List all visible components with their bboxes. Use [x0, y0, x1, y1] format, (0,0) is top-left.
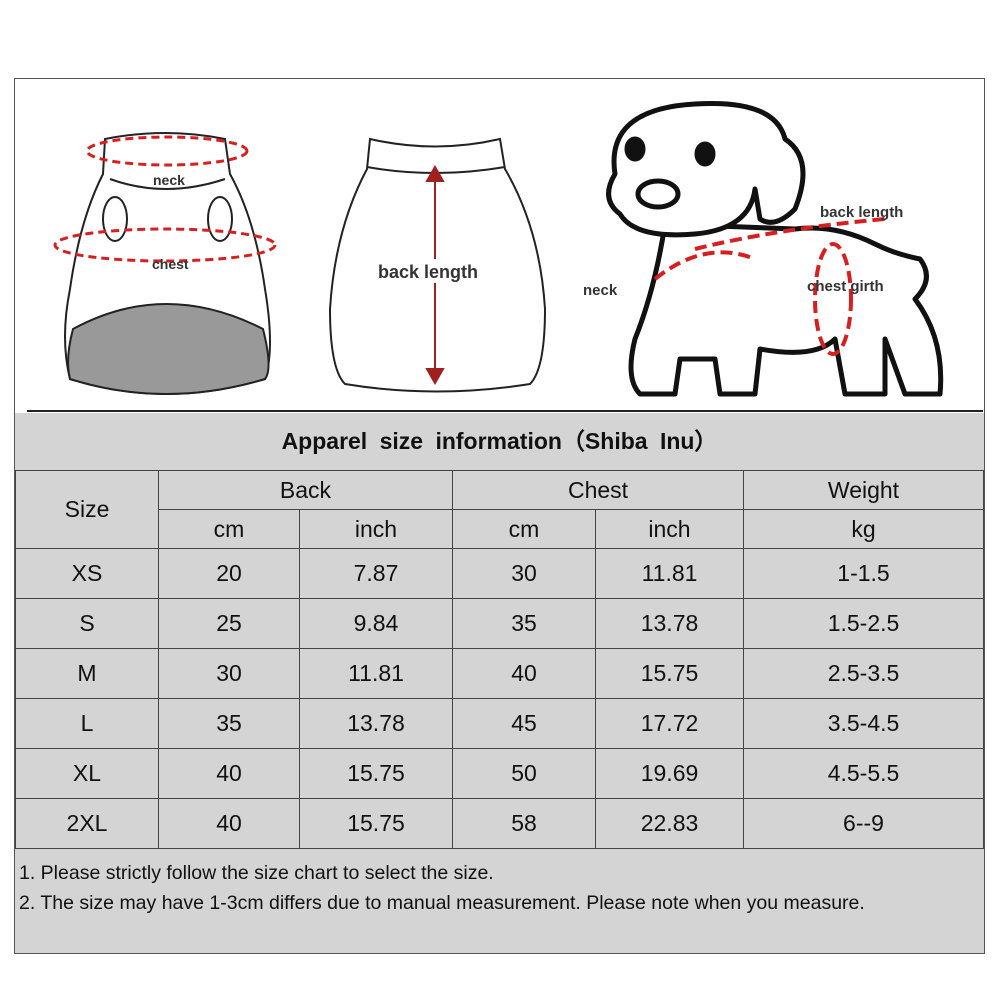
size-table: Size Back Chest Weight cm inch cm inch k… — [15, 470, 984, 849]
unit-chest-cm: cm — [452, 509, 596, 549]
note-2: 2. The size may have 1-3cm differs due t… — [19, 892, 865, 914]
dog-chest-girth-label: chest girth — [807, 278, 884, 295]
cell: 13.78 — [299, 698, 453, 749]
cell: 13.78 — [595, 598, 744, 649]
unit-chest-inch: inch — [595, 509, 744, 549]
vest-front-drawing — [64, 132, 271, 395]
cell: 40 — [452, 648, 596, 699]
table-row: XS 20 7.87 30 11.81 1-1.5 — [15, 548, 984, 599]
cell: 11.81 — [299, 648, 453, 699]
header-weight: Weight — [743, 470, 984, 510]
cell: 45 — [452, 698, 596, 749]
cell: 1.5-2.5 — [743, 598, 984, 649]
dog-back-length-label: back length — [820, 204, 903, 221]
cell: 15.75 — [299, 748, 453, 799]
cell: 15.75 — [299, 798, 453, 849]
header-size: Size — [15, 470, 159, 549]
table-row: M 30 11.81 40 15.75 2.5-3.5 — [15, 648, 984, 699]
cell: 6--9 — [743, 798, 984, 849]
vest-neck-label: neck — [153, 172, 185, 188]
table-row: XL 40 15.75 50 19.69 4.5-5.5 — [15, 748, 984, 799]
cell: 20 — [158, 548, 300, 599]
size-cell: L — [15, 698, 159, 749]
dog-drawing — [606, 100, 944, 397]
cell: 19.69 — [595, 748, 744, 799]
cell: 35 — [158, 698, 300, 749]
cell: 22.83 — [595, 798, 744, 849]
size-cell: S — [15, 598, 159, 649]
vest-front-arrows — [53, 135, 277, 263]
cell: 15.75 — [595, 648, 744, 699]
vest-back-length-label: back length — [378, 262, 478, 282]
cell: 58 — [452, 798, 596, 849]
size-cell: M — [15, 648, 159, 699]
unit-back-cm: cm — [158, 509, 300, 549]
divider — [27, 410, 983, 412]
table-row: 2XL 40 15.75 58 22.83 6--9 — [15, 798, 984, 849]
notes: 1. Please strictly follow the size chart… — [19, 858, 979, 918]
dog-neck-label: neck — [583, 282, 618, 299]
cell: 40 — [158, 748, 300, 799]
table-row: S 25 9.84 35 13.78 1.5-2.5 — [15, 598, 984, 649]
cell: 25 — [158, 598, 300, 649]
unit-weight-kg: kg — [743, 509, 984, 549]
dog-measure-lines — [653, 217, 886, 356]
size-cell: XS — [15, 548, 159, 599]
cell: 35 — [452, 598, 596, 649]
vest-chest-label: chest — [152, 256, 189, 272]
size-cell: 2XL — [15, 798, 159, 849]
cell: 3.5-4.5 — [743, 698, 984, 749]
measurement-illustration: neck chest back length back length neck … — [53, 100, 944, 397]
cell: 7.87 — [299, 548, 453, 599]
unit-back-inch: inch — [299, 509, 453, 549]
size-table-section: Apparel size information（Shiba Inu） Size… — [15, 413, 984, 953]
cell: 1-1.5 — [743, 548, 984, 599]
cell: 9.84 — [299, 598, 453, 649]
table-title: Apparel size information（Shiba Inu） — [281, 428, 718, 454]
cell: 11.81 — [595, 548, 744, 599]
cell: 2.5-3.5 — [743, 648, 984, 699]
size-chart-frame: neck chest back length back length neck … — [14, 78, 985, 954]
header-chest: Chest — [452, 470, 744, 510]
cell: 30 — [452, 548, 596, 599]
header-back: Back — [158, 470, 453, 510]
cell: 30 — [158, 648, 300, 699]
cell: 50 — [452, 748, 596, 799]
cell: 40 — [158, 798, 300, 849]
size-cell: XL — [15, 748, 159, 799]
cell: 4.5-5.5 — [743, 748, 984, 799]
note-1: 1. Please strictly follow the size chart… — [19, 862, 494, 884]
cell: 17.72 — [595, 698, 744, 749]
table-row: L 35 13.78 45 17.72 3.5-4.5 — [15, 698, 984, 749]
